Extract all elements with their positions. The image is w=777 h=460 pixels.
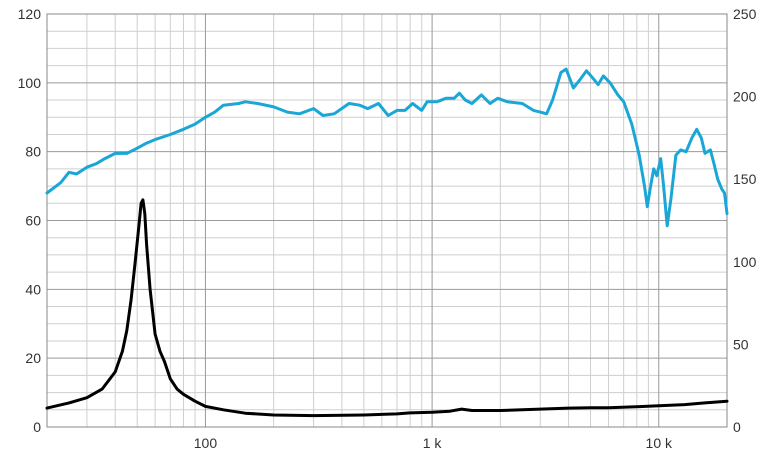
y2-tick-label: 0 [733, 419, 741, 435]
x-tick-label: 1 k [423, 435, 443, 451]
y-tick-label: 120 [18, 6, 42, 22]
series-line-2 [45, 198, 729, 418]
y2-tick-label: 100 [733, 254, 757, 270]
series-line-1 [45, 67, 729, 228]
y-tick-label: 60 [25, 213, 41, 229]
y2-tick-label: 250 [733, 6, 757, 22]
series-layer [45, 67, 729, 418]
x-tick-label: 100 [194, 435, 218, 451]
y2-tick-label: 200 [733, 89, 757, 105]
y-tick-label: 0 [33, 419, 41, 435]
tick-labels: 0 20 40 60 80 100 120 0 50 100 150 200 250 100 1 k 10 k [18, 6, 757, 451]
y2-tick-label: 50 [733, 336, 749, 352]
y-tick-label: 100 [18, 75, 42, 91]
y-tick-label: 40 [25, 281, 41, 297]
plot-frame [46, 13, 728, 428]
y-tick-label: 80 [25, 144, 41, 160]
grid-major-lines [47, 14, 727, 427]
x-tick-label: 10 k [646, 435, 673, 451]
y-tick-label: 20 [25, 350, 41, 366]
y2-tick-label: 150 [733, 171, 757, 187]
